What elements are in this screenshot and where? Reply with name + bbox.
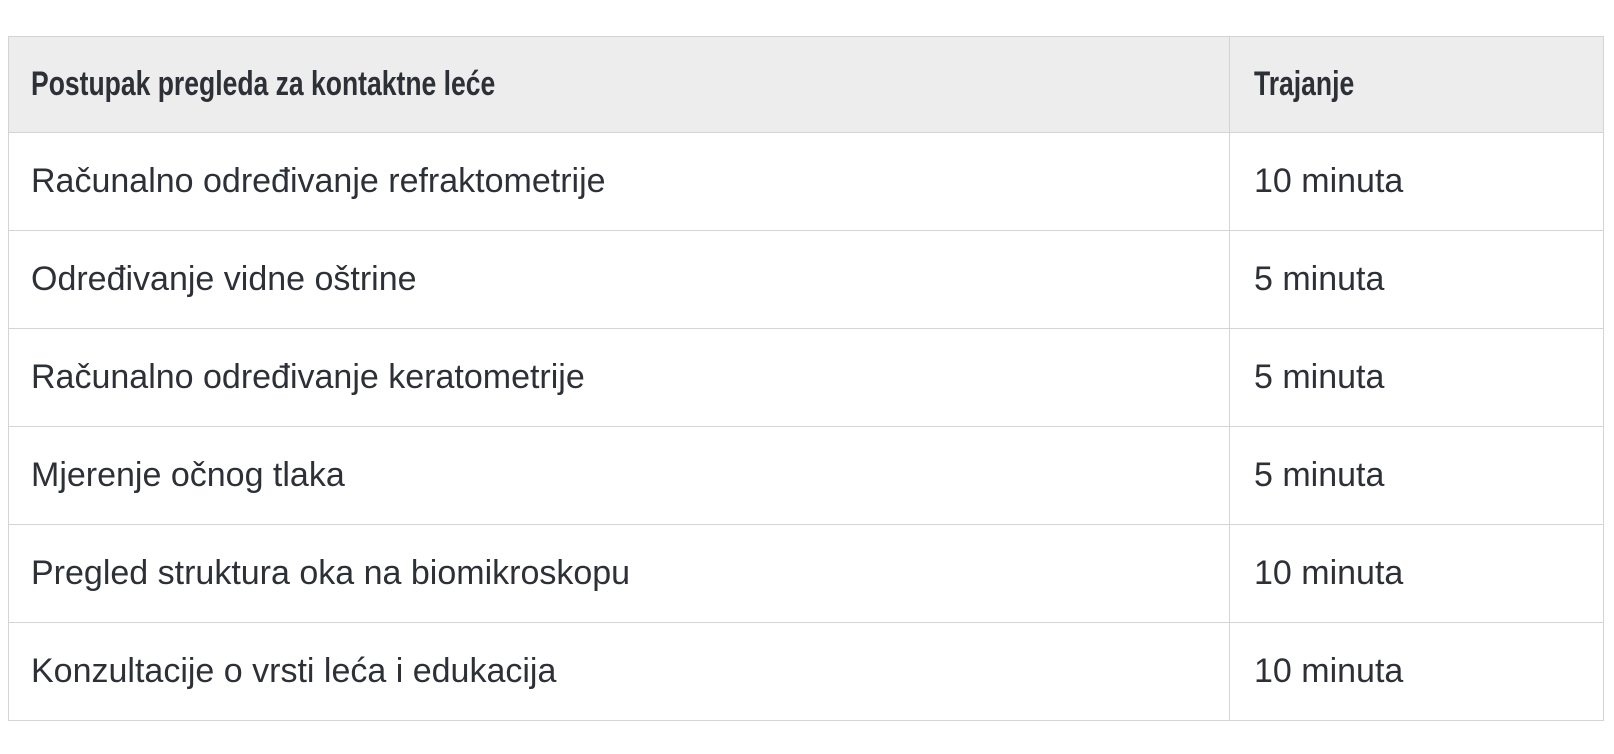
table-row: Pregled struktura oka na biomikroskopu 1… (8, 524, 1604, 623)
duration-cell: 5 minuta (1229, 426, 1604, 525)
procedure-cell: Konzultacije o vrsti leća i edukacija (8, 622, 1230, 721)
procedures-table-container: Postupak pregleda za kontaktne leće Traj… (8, 36, 1604, 721)
table-header-row: Postupak pregleda za kontaktne leće Traj… (8, 36, 1604, 133)
duration-cell: 10 minuta (1229, 132, 1604, 231)
procedure-column-header: Postupak pregleda za kontaktne leće (8, 36, 1230, 133)
procedure-cell: Određivanje vidne oštrine (8, 230, 1230, 329)
duration-cell: 10 minuta (1229, 622, 1604, 721)
procedure-cell: Računalno određivanje refraktometrije (8, 132, 1230, 231)
table-row: Određivanje vidne oštrine 5 minuta (8, 230, 1604, 329)
procedure-cell: Mjerenje očnog tlaka (8, 426, 1230, 525)
table-row: Mjerenje očnog tlaka 5 minuta (8, 426, 1604, 525)
table-row: Konzultacije o vrsti leća i edukacija 10… (8, 622, 1604, 721)
duration-column-header-label: Trajanje (1254, 65, 1355, 103)
procedure-cell: Računalno određivanje keratometrije (8, 328, 1230, 427)
procedures-table: Postupak pregleda za kontaktne leće Traj… (8, 36, 1604, 721)
procedure-cell: Pregled struktura oka na biomikroskopu (8, 524, 1230, 623)
table-row: Računalno određivanje refraktometrije 10… (8, 132, 1604, 231)
procedure-column-header-label: Postupak pregleda za kontaktne leće (31, 65, 496, 103)
duration-column-header: Trajanje (1229, 36, 1604, 133)
duration-cell: 10 minuta (1229, 524, 1604, 623)
duration-cell: 5 minuta (1229, 230, 1604, 329)
duration-cell: 5 minuta (1229, 328, 1604, 427)
table-row: Računalno određivanje keratometrije 5 mi… (8, 328, 1604, 427)
